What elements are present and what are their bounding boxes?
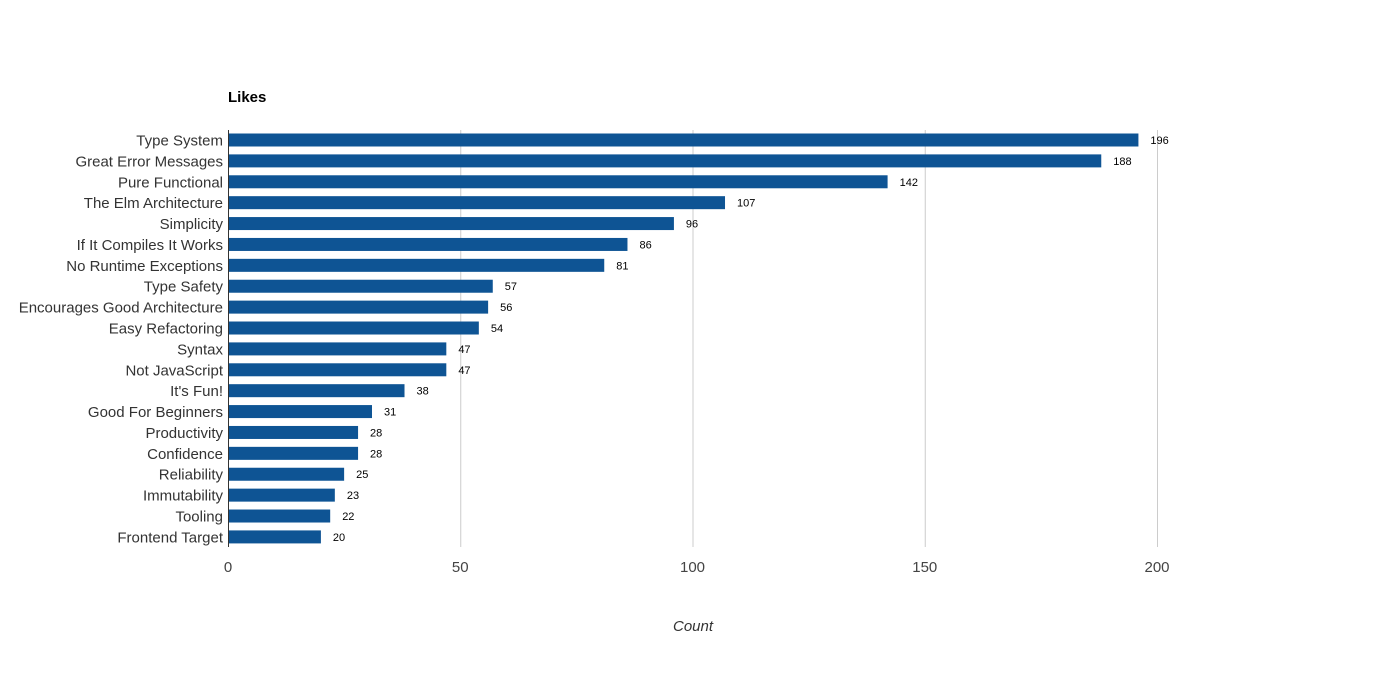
bar xyxy=(229,384,405,398)
y-category-label: Syntax xyxy=(177,341,223,358)
bar-value-label: 54 xyxy=(491,323,503,335)
y-category-label: Good For Beginners xyxy=(88,404,223,421)
bar xyxy=(229,321,479,335)
bar-value-label: 86 xyxy=(639,239,651,251)
bar-value-label: 188 xyxy=(1113,156,1131,168)
bar-value-label: 28 xyxy=(370,427,382,439)
bar xyxy=(229,467,345,481)
y-category-label: Tooling xyxy=(175,509,223,526)
bar xyxy=(229,133,1139,147)
y-category-label: Great Error Messages xyxy=(75,153,223,170)
bar xyxy=(229,425,359,439)
bar-value-label: 25 xyxy=(356,469,368,481)
y-category-label: Immutability xyxy=(143,488,224,505)
bar xyxy=(229,217,674,231)
bar-value-label: 96 xyxy=(686,219,698,231)
bar-value-label: 107 xyxy=(737,198,755,210)
x-axis-label: Count xyxy=(673,618,714,635)
bar-value-label: 47 xyxy=(458,344,470,356)
y-category-label: Productivity xyxy=(145,425,223,442)
x-tick-label: 0 xyxy=(224,559,232,576)
bar-value-label: 56 xyxy=(500,302,512,314)
bar-value-label: 20 xyxy=(333,532,345,544)
bar xyxy=(229,300,489,314)
y-category-label: Encourages Good Architecture xyxy=(19,300,223,317)
bar-value-label: 196 xyxy=(1150,135,1168,147)
x-tick-label: 150 xyxy=(912,559,937,576)
y-category-label: It's Fun! xyxy=(170,383,223,400)
bar-value-label: 28 xyxy=(370,448,382,460)
y-category-label: Easy Refactoring xyxy=(109,321,223,338)
bar xyxy=(229,446,359,460)
y-category-label: Frontend Target xyxy=(117,529,223,546)
bar xyxy=(229,175,888,189)
bar-value-label: 142 xyxy=(900,177,918,189)
bar-value-label: 57 xyxy=(505,281,517,293)
bar-value-label: 38 xyxy=(417,386,429,398)
bar-value-label: 47 xyxy=(458,365,470,377)
y-category-label: Pure Functional xyxy=(118,174,223,191)
x-tick-label: 50 xyxy=(452,559,469,576)
bar xyxy=(229,279,493,293)
x-tick-label: 100 xyxy=(680,559,705,576)
y-category-label: If It Compiles It Works xyxy=(77,237,223,254)
y-category-label: The Elm Architecture xyxy=(84,195,223,212)
y-category-label: Confidence xyxy=(147,446,223,463)
y-category-label: Type Safety xyxy=(144,279,224,296)
bar xyxy=(229,363,447,377)
x-tick-label: 200 xyxy=(1144,559,1169,576)
bar xyxy=(229,342,447,356)
bar xyxy=(229,196,726,210)
bar xyxy=(229,530,321,544)
y-category-label: Not JavaScript xyxy=(125,362,223,379)
bar xyxy=(229,258,605,272)
bar xyxy=(229,509,331,523)
bar xyxy=(229,405,372,419)
bar-value-label: 22 xyxy=(342,511,354,523)
y-category-label: No Runtime Exceptions xyxy=(66,258,223,275)
chart-title: Likes xyxy=(228,89,266,106)
bar xyxy=(229,488,335,502)
bar-value-label: 31 xyxy=(384,407,396,419)
bar xyxy=(229,154,1102,168)
bar-value-label: 23 xyxy=(347,490,359,502)
bar-value-label: 81 xyxy=(616,260,628,272)
y-category-label: Type System xyxy=(136,133,223,150)
y-category-label: Simplicity xyxy=(160,216,224,233)
y-category-label: Reliability xyxy=(159,467,224,484)
bar xyxy=(229,237,628,251)
